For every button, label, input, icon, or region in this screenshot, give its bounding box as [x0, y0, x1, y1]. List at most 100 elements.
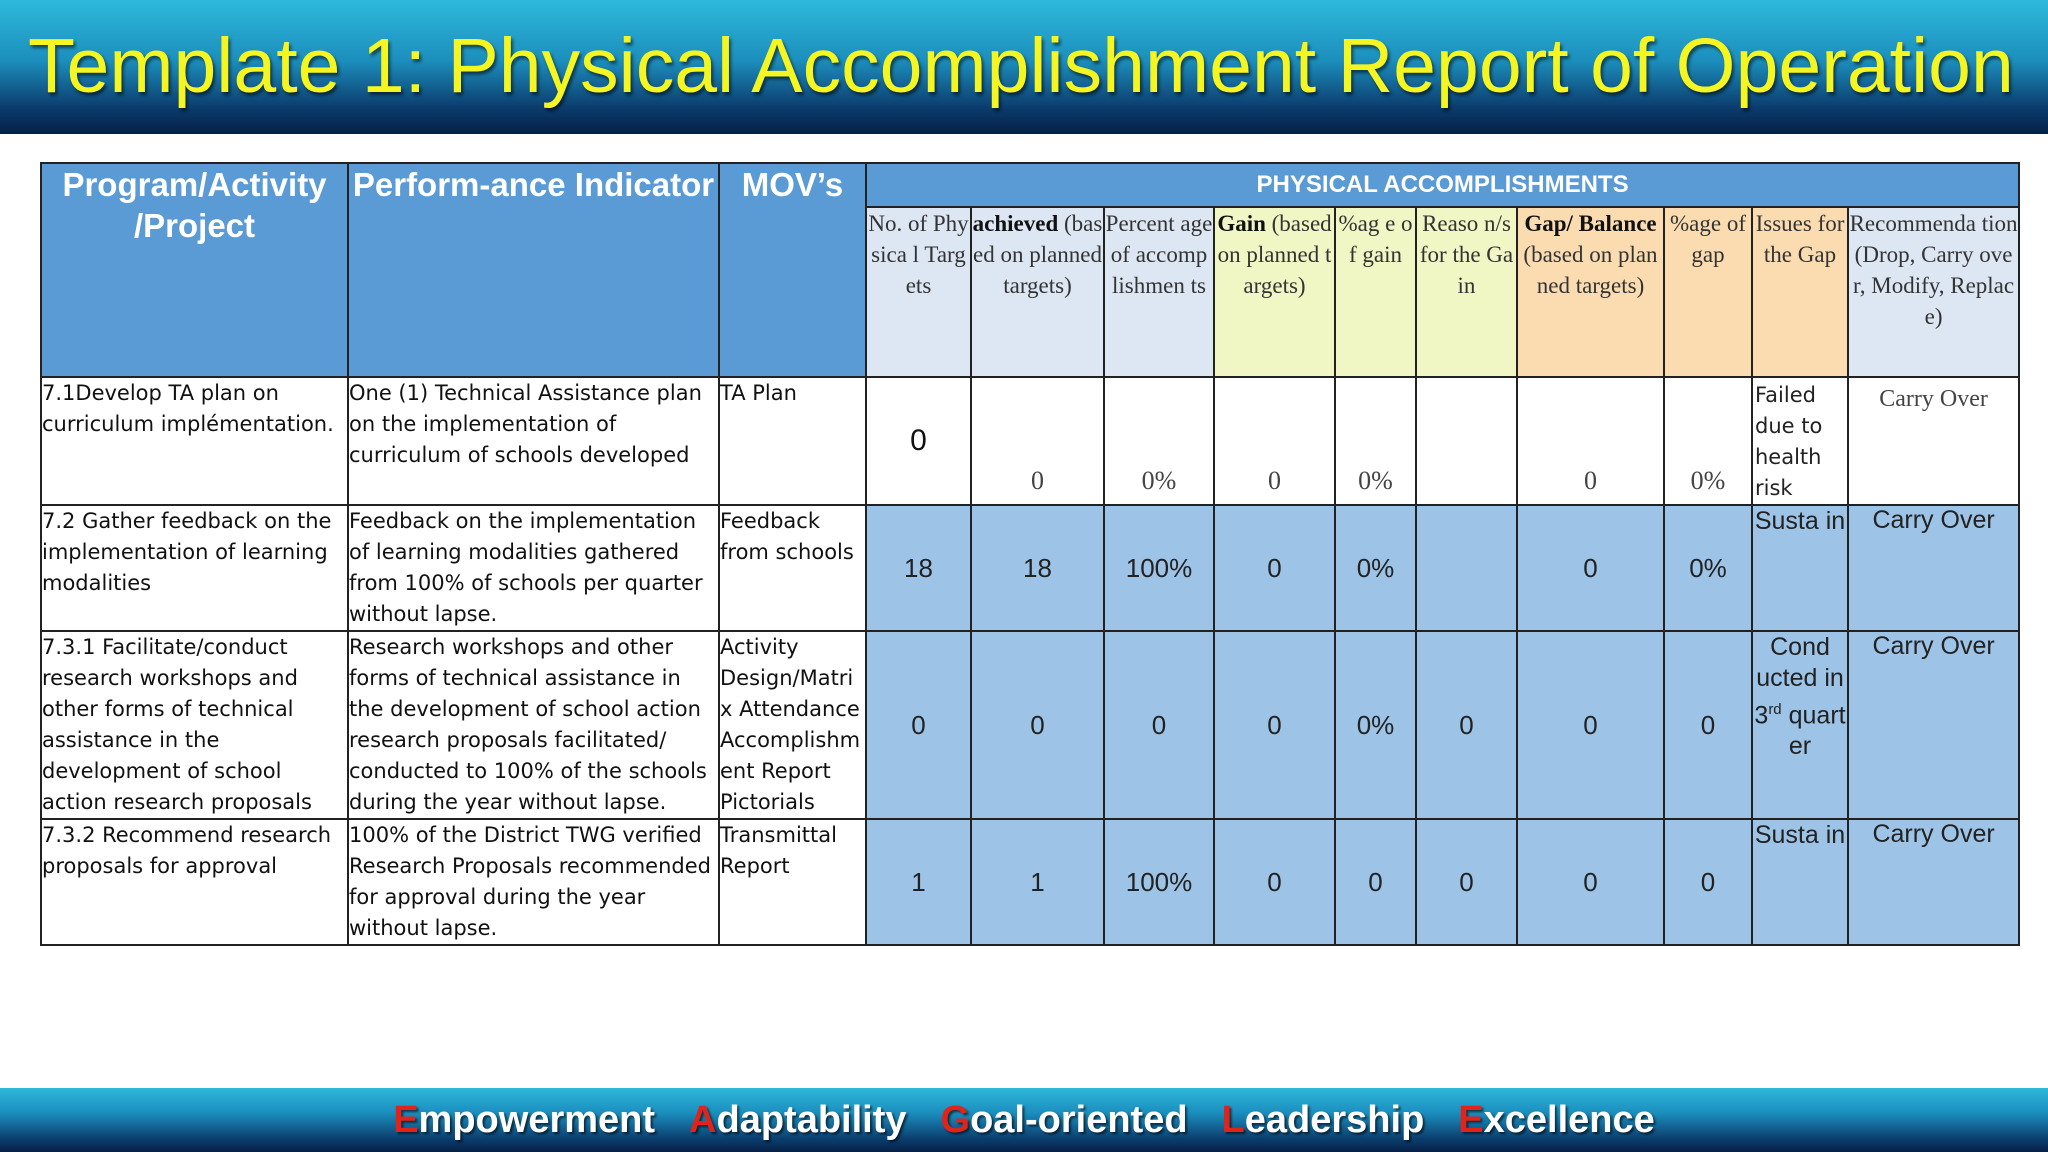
cell-gap: 0	[1516, 376, 1665, 506]
cell-gain: 0	[1213, 376, 1336, 506]
value-rest: oal-oriented	[970, 1098, 1188, 1141]
header-physical-accomplishments: PHYSICAL ACCOMPLISHMENTS	[864, 162, 2021, 208]
value-rest: mpowerment	[418, 1098, 656, 1141]
cell-program: 7.3.2 Recommend research proposals for a…	[40, 818, 349, 946]
cell-issues: Susta in	[1751, 504, 1849, 632]
cell-achieved: 0	[970, 376, 1105, 506]
cell-recommendation: Carry Over	[1846, 630, 2021, 820]
cell-reasons	[1415, 376, 1518, 506]
table-row: 7.3.2 Recommend research proposals for a…	[40, 818, 2021, 946]
value-excellence: Excellence	[1458, 1099, 1655, 1142]
cell-recommendation: Carry Over	[1846, 504, 2021, 632]
header-program: Program/Activity /Project	[40, 162, 349, 378]
value-rest: eadership	[1244, 1098, 1425, 1141]
cell-mov: Transmittal Report	[718, 818, 867, 946]
header-achieved: achieved (based on planned targets)	[970, 206, 1105, 378]
cell-reasons: 0	[1415, 630, 1518, 820]
value-goal-oriented: Goal-oriented	[941, 1099, 1188, 1142]
header-gain: Gain (based on planned targets)	[1213, 206, 1336, 378]
cell-mov: Activity Design/Matri x Attendance Accom…	[718, 630, 867, 820]
cell-pct-gain: 0	[1334, 818, 1417, 946]
cell-program: 7.3.1 Facilitate/conduct research worksh…	[40, 630, 349, 820]
value-initial: E	[1458, 1098, 1484, 1141]
header-indicator: Perform-ance Indicator	[347, 162, 720, 378]
cell-recommendation: Carry Over	[1846, 818, 2021, 946]
header-gap-bold: Gap/ Balance	[1524, 211, 1657, 236]
cell-targets: 18	[865, 504, 972, 632]
cell-gain: 0	[1213, 504, 1336, 632]
header-gain-rest: (based on planned targets)	[1217, 211, 1332, 298]
header-gain-bold: Gain	[1217, 211, 1266, 236]
cell-gap: 0	[1516, 504, 1665, 632]
table-row: 7.2 Gather feedback on the implementatio…	[40, 504, 2021, 632]
cell-pct-gap: 0%	[1663, 504, 1753, 632]
header-reasons-gain: Reaso n/s for the Gain	[1415, 206, 1518, 378]
table-row: 7.1Develop TA plan on curriculum impléme…	[40, 376, 2021, 506]
cell-issues: Cond ucted in 3rd quart er	[1751, 630, 1849, 820]
cell-reasons	[1415, 504, 1518, 632]
issues-ordinal: rd	[1768, 701, 1782, 718]
cell-reasons: 0	[1415, 818, 1518, 946]
cell-targets: 0	[865, 376, 972, 506]
cell-program: 7.2 Gather feedback on the implementatio…	[40, 504, 349, 632]
cell-achieved: 18	[970, 504, 1105, 632]
cell-mov: TA Plan	[718, 376, 867, 506]
cell-gain: 0	[1213, 630, 1336, 820]
header-achieved-bold: achieved	[972, 211, 1059, 236]
value-rest: daptability	[716, 1098, 907, 1141]
core-values: Empowerment Adaptability Goal-oriented L…	[0, 1088, 2048, 1152]
cell-pct-gain: 0%	[1334, 376, 1417, 506]
value-leadership: Leadership	[1222, 1099, 1425, 1142]
value-initial: A	[689, 1098, 717, 1141]
header-gap: Gap/ Balance (based on planned targets)	[1516, 206, 1665, 378]
cell-pct-accomplishment: 100%	[1103, 504, 1215, 632]
value-adaptability: Adaptability	[689, 1099, 906, 1142]
header-no-targets: No. of Physica l Targets	[865, 206, 972, 378]
cell-indicator: Feedback on the implementation of learni…	[347, 504, 720, 632]
header-issues-gap: Issues for the Gap	[1751, 206, 1849, 378]
cell-pct-gap: 0%	[1663, 376, 1753, 506]
cell-mov: Feedback from schools	[718, 504, 867, 632]
cell-pct-accomplishment: 0	[1103, 630, 1215, 820]
issues-text-a: Cond ucted in 3	[1754, 633, 1844, 730]
issues-text-b: quart er	[1781, 701, 1846, 761]
cell-pct-gap: 0	[1663, 630, 1753, 820]
cell-issues: Susta in	[1751, 818, 1849, 946]
value-initial: L	[1221, 1098, 1245, 1141]
cell-indicator: One (1) Technical Assistance plan on the…	[347, 376, 720, 506]
cell-achieved: 1	[970, 818, 1105, 946]
cell-indicator: Research workshops and other forms of te…	[347, 630, 720, 820]
title-bar: Template 1: Physical Accomplishment Repo…	[0, 0, 2048, 134]
value-empowerment: Empowerment	[393, 1099, 655, 1142]
cell-pct-gain: 0%	[1334, 630, 1417, 820]
header-movs: MOV’s	[718, 162, 867, 378]
accomplishment-table: Program/Activity /Project Perform-ance I…	[40, 162, 2021, 946]
cell-pct-accomplishment: 0%	[1103, 376, 1215, 506]
header-row-2: No. of Physica l Targets achieved (based…	[41, 206, 2021, 378]
table-row: 7.3.1 Facilitate/conduct research worksh…	[40, 630, 2021, 820]
footer-bar: Empowerment Adaptability Goal-oriented L…	[0, 1088, 2048, 1152]
cell-pct-gain: 0%	[1334, 504, 1417, 632]
value-rest: xcellence	[1483, 1098, 1655, 1141]
cell-targets: 1	[865, 818, 972, 946]
slide-title: Template 1: Physical Accomplishment Repo…	[28, 23, 2014, 109]
header-pct-gain: %ag e of gain	[1334, 206, 1417, 378]
cell-indicator: 100% of the District TWG verified Resear…	[347, 818, 720, 946]
header-achieved-rest: (based on planned targets)	[972, 211, 1103, 298]
header-pct-gap: %age of gap	[1663, 206, 1753, 378]
cell-gap: 0	[1516, 818, 1665, 946]
cell-gain: 0	[1213, 818, 1336, 946]
cell-pct-accomplishment: 100%	[1103, 818, 1215, 946]
cell-gap: 0	[1516, 630, 1665, 820]
cell-targets: 0	[865, 630, 972, 820]
header-gap-rest: (based on planned targets)	[1523, 242, 1658, 298]
cell-issues: Failed due to health risk	[1751, 376, 1849, 506]
header-row-1: Program/Activity /Project Perform-ance I…	[40, 162, 2021, 378]
cell-achieved: 0	[970, 630, 1105, 820]
value-initial: E	[393, 1098, 419, 1141]
header-recommendation: Recommenda tion (Drop, Carry over, Modif…	[1846, 206, 2021, 378]
cell-program: 7.1Develop TA plan on curriculum impléme…	[40, 376, 349, 506]
value-initial: G	[940, 1098, 971, 1141]
header-pct-accomplishment: Percent age of accomp lishmen ts	[1103, 206, 1215, 378]
cell-recommendation: Carry Over	[1846, 376, 2021, 506]
